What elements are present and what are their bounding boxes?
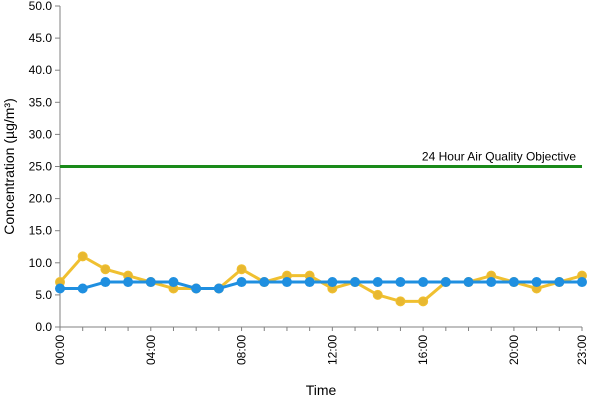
series-2-point [350, 277, 361, 288]
series-2-point [55, 283, 65, 294]
series-layer [55, 251, 587, 307]
series-1-point [372, 289, 383, 300]
x-tick-label: 08:00 [235, 335, 249, 365]
y-tick-label: 10.0 [29, 256, 53, 270]
y-tick-label: 5.0 [35, 288, 52, 302]
x-tick-label: 12:00 [325, 335, 339, 365]
y-tick-label: 25.0 [29, 160, 53, 174]
series-2-point [372, 277, 383, 288]
series-2-point [281, 277, 292, 288]
y-tick-label: 30.0 [29, 127, 53, 141]
series-2-point [191, 283, 202, 294]
series-1-line [58, 254, 583, 303]
y-axis-ticks: 0.0 5.0 10.0 15.0 20.0 25.0 30.0 35.0 40.0 45.0 50… [29, 0, 60, 334]
x-tick-label: 04:00 [144, 335, 158, 365]
series-2-point [554, 277, 565, 288]
series-1-point [100, 264, 111, 275]
x-axis-ticks: 00:00 04:00 08:00 12:00 16:00 20:00 23:00 [53, 327, 589, 365]
series-2-line [60, 280, 582, 290]
series-2-point [168, 277, 179, 288]
series-1-point [395, 296, 406, 307]
y-tick-label: 40.0 [29, 63, 53, 77]
y-tick-label: 20.0 [29, 192, 53, 206]
x-tick-label: 16:00 [416, 335, 430, 365]
series-2-point [77, 283, 88, 294]
series-2-point [259, 277, 270, 288]
y-tick-label: 35.0 [29, 95, 53, 109]
y-tick-label: 45.0 [29, 31, 53, 45]
series-1-point [77, 251, 88, 262]
series-2-point [213, 283, 224, 294]
series-2-point [100, 277, 111, 288]
series-2-point [486, 277, 497, 288]
series-2-point [304, 277, 315, 288]
y-tick-label: 50.0 [29, 0, 53, 13]
series-2-point [531, 277, 542, 288]
series-2-point [418, 277, 429, 288]
series-2-point [508, 277, 519, 288]
series-2-point [395, 277, 406, 288]
series-2-point [123, 277, 134, 288]
x-tick-label: 23:00 [575, 335, 589, 365]
y-axis-title: Concentration (µg/m³) [1, 98, 17, 234]
y-tick-label: 15.0 [29, 224, 53, 238]
series-2-point [577, 277, 587, 288]
x-axis-title: Time [306, 382, 337, 398]
series-2-point [327, 277, 338, 288]
series-1-point [236, 264, 247, 275]
x-tick-label: 00:00 [53, 335, 67, 365]
y-tick-label: 0.0 [35, 320, 52, 334]
series-2-point [145, 277, 156, 288]
series-2-point [236, 277, 247, 288]
x-tick-label: 20:00 [507, 335, 521, 365]
series-2-point [440, 277, 451, 288]
series-1-point [418, 296, 429, 307]
series-2-point [463, 277, 474, 288]
reference-line-label: 24 Hour Air Quality Objective [422, 150, 576, 164]
